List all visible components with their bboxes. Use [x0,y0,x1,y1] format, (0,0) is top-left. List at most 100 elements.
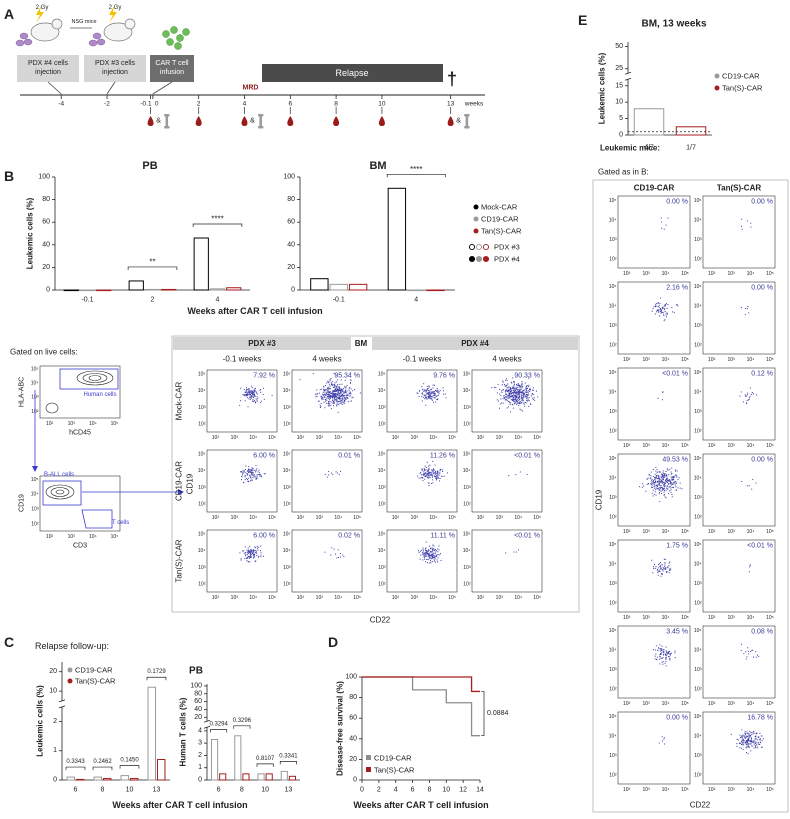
event-dot [248,388,250,390]
event-dot [742,749,744,751]
flow-plot [702,539,776,613]
flow-plot [291,449,363,513]
event-dot [251,400,253,402]
event-dot [745,658,747,660]
event-dot [320,388,322,390]
event-dot [338,556,340,558]
bar [210,738,219,781]
x-tick-label: 10³ [411,515,419,521]
event-dot [506,396,508,398]
x-tick-label: 10³ [68,534,76,540]
event-dot [747,744,749,746]
event-dot [317,400,319,402]
event-dot [244,555,246,557]
event-dot [747,392,749,394]
event-dot [652,479,654,481]
bone-icon [165,115,169,127]
event-dot [430,395,432,397]
event-dot [666,312,668,314]
event-dot [500,395,502,397]
event-dot [662,484,664,486]
event-dot [514,391,516,393]
event-dot [344,392,346,394]
significance-bracket [192,223,243,228]
event-dot [509,395,511,397]
event-dot [754,736,756,738]
event-dot [516,399,518,401]
event-dot [760,735,762,737]
event-dot [252,395,254,397]
event-dot [532,389,534,391]
group-label: BM [355,339,368,348]
y-tick-label: 10² [283,502,291,508]
event-dot [749,387,751,389]
y-tick-label: 10³ [609,581,617,587]
event-dot [529,390,531,392]
x-tick-label: 10⁵ [111,421,119,427]
x-tick-label: 10² [708,271,716,277]
event-dot [528,394,530,396]
event-dot [512,386,514,388]
event-dot [746,731,748,733]
event-dot [428,392,430,394]
step-box: PDX #4 cells injection [17,55,79,82]
flow-plot [702,625,776,699]
event-dot [336,393,338,395]
event-dot [248,553,250,555]
event-dot [416,392,418,394]
event-dot [437,554,439,556]
event-dot [243,471,245,473]
x-tick-label: 10³ [642,357,650,363]
event-dot [662,472,664,474]
y-tick-label: 4 [198,727,202,734]
event-dot [661,652,663,654]
event-dot [435,401,437,403]
event-dot [657,397,659,399]
event-dot [530,404,532,406]
event-dot [502,389,504,391]
x-tick-label: 10⁴ [662,271,670,277]
event-dot [425,397,427,399]
event-dot [505,398,507,400]
event-dot [335,389,337,391]
event-dot [326,391,328,393]
event-dot [730,733,732,735]
event-dot [346,393,348,395]
x-tick-label: 10³ [727,443,735,449]
event-dot [428,385,430,387]
event-dot [434,471,436,473]
event-dot [511,396,513,398]
event-dot [521,387,523,389]
event-dot [421,470,423,472]
event-dot [749,736,751,738]
y-tick-label: 10² [694,772,702,778]
contour [88,375,102,381]
and-sign: & [250,118,255,125]
x-tick-label: 10² [297,435,305,441]
event-dot [256,400,258,402]
event-dot [422,552,424,554]
x-tick-label: 10⁴ [662,701,670,707]
event-dot [326,382,328,384]
event-dot [428,549,430,551]
event-dot [426,476,428,478]
event-dot [253,394,255,396]
event-dot [331,381,333,383]
lightning-icon [109,6,117,23]
bar [280,770,288,781]
event-dot [431,475,433,477]
event-dot [425,556,427,558]
legend-label: PDX #3 [494,243,520,252]
event-dot [661,399,663,401]
event-dot [339,395,341,397]
event-dot [522,389,524,391]
event-dot [436,388,438,390]
event-dot [658,310,660,312]
event-dot [650,477,652,479]
event-dot [676,476,678,478]
event-dot [675,489,677,491]
event-dot [441,475,443,477]
event-dot [740,391,742,393]
event-dot [666,652,668,654]
event-dot [438,477,440,479]
